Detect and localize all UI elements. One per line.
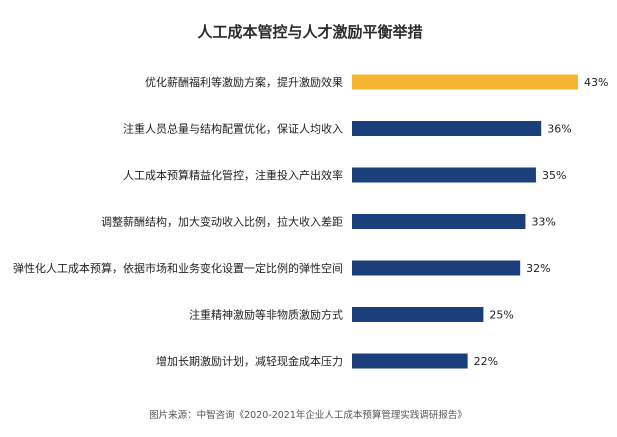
value-label: 33% bbox=[531, 216, 555, 229]
source-note: 图片来源：中智咨询《2020-2021年企业人工成本预算管理实践调研报告》 bbox=[149, 409, 467, 421]
value-label: 35% bbox=[542, 169, 566, 182]
value-label: 32% bbox=[526, 262, 550, 275]
bar bbox=[352, 353, 468, 369]
category-label: 调整薪酬结构，加大变动收入比例，拉大收入差距 bbox=[101, 215, 343, 229]
category-label: 增加长期激励计划，减轻现金成本压力 bbox=[156, 354, 343, 368]
value-label: 22% bbox=[474, 355, 498, 368]
value-label: 43% bbox=[584, 76, 608, 89]
value-label: 36% bbox=[547, 123, 571, 136]
bar bbox=[352, 74, 578, 90]
bar bbox=[352, 307, 484, 322]
chart-title: 人工成本管控与人才激励平衡举措 bbox=[197, 23, 422, 41]
category-label: 注重人员总量与结构配置优化，保证人均收入 bbox=[123, 122, 343, 136]
bar bbox=[352, 167, 536, 183]
bar bbox=[352, 121, 542, 136]
category-label: 人工成本预算精益化管控，注重投入产出效率 bbox=[123, 168, 343, 182]
category-label: 注重精神激励等非物质激励方式 bbox=[189, 308, 343, 322]
category-label: 弹性化人工成本预算，依据市场和业务变化设置一定比例的弹性空间 bbox=[13, 261, 343, 275]
value-label: 25% bbox=[489, 309, 513, 322]
bar bbox=[352, 214, 526, 229]
bar bbox=[352, 260, 521, 276]
category-label: 优化薪酬福利等激励方案，提升激励效果 bbox=[145, 75, 343, 89]
bars-layer: 优化薪酬福利等激励方案，提升激励效果 43% 注重人员总量与结构配置优化，保证人均收… bbox=[13, 74, 608, 369]
